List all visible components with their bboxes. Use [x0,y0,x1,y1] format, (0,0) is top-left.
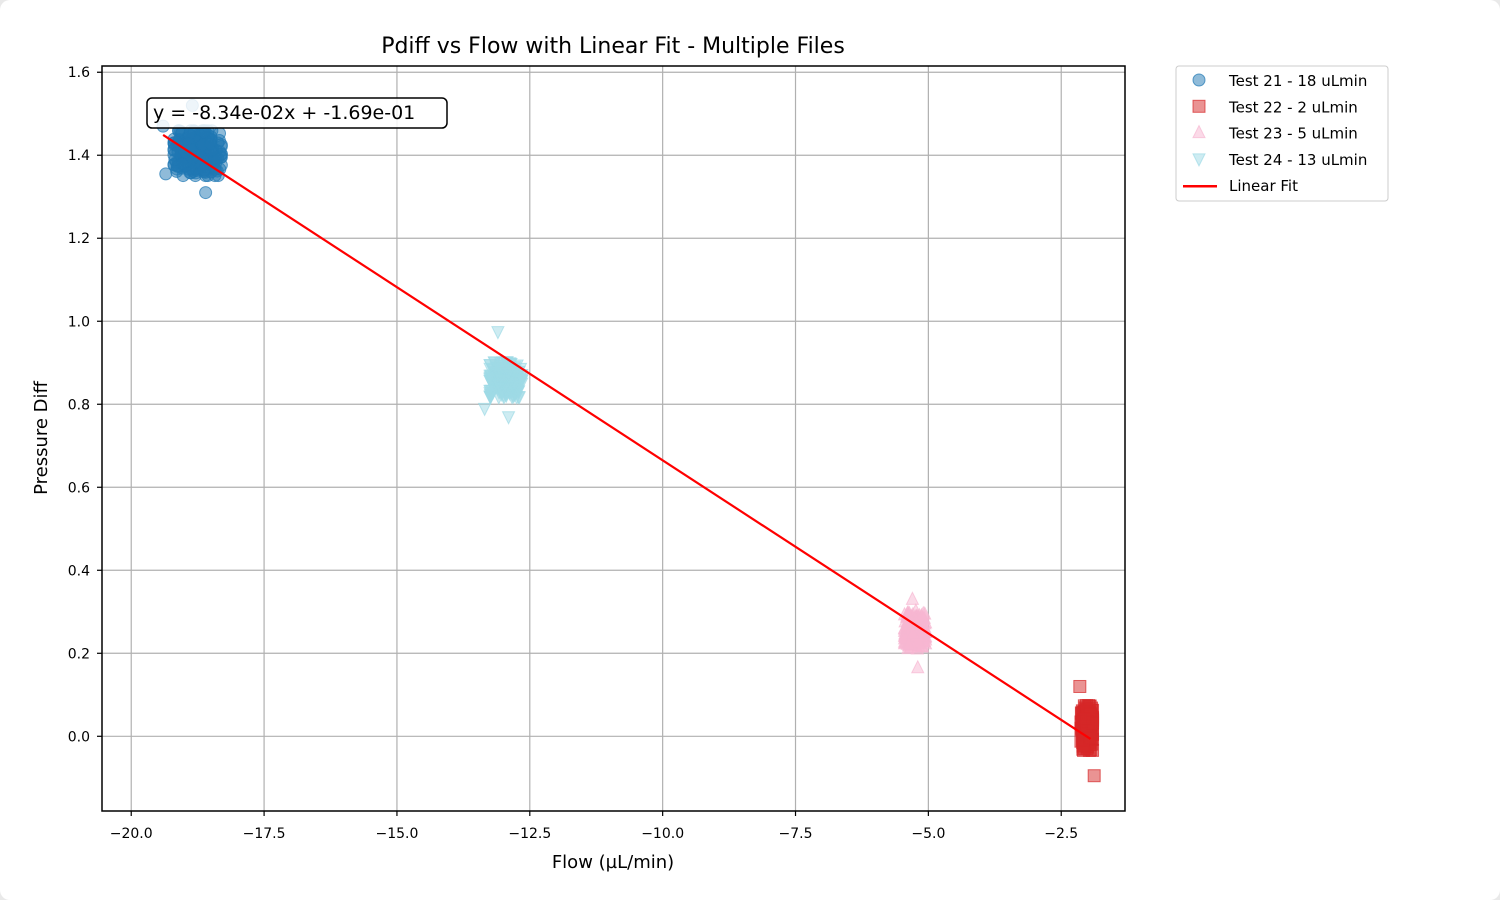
x-axis-label: Flow (µL/min) [552,852,674,873]
legend-label: Linear Fit [1229,177,1298,195]
legend-label: Test 24 - 13 uLmin [1228,151,1367,169]
data-point [905,591,920,605]
legend: Test 21 - 18 uLmin Test 22 - 2 uLmin Test … [1175,65,1389,202]
data-point [159,167,173,181]
x-tick-label: −5.0 [911,826,945,842]
data-point [214,139,228,153]
x-tick-label: −15.0 [375,826,418,842]
series-circle [156,98,228,200]
fit-line [162,133,1092,740]
data-point [197,163,211,177]
legend-marker-swatch [1192,73,1206,87]
data-point [491,326,505,340]
legend-item: Test 21 - 18 uLmin [1192,72,1367,90]
legend-item: Test 23 - 5 uLmin [1192,124,1358,143]
data-point [910,659,925,674]
legend-frame [1175,65,1389,202]
y-tick-label: 0.8 [68,397,90,413]
data-point [175,157,189,171]
data-point [1078,712,1092,726]
data-point [204,137,218,151]
legend-marker-swatch [1192,153,1206,168]
data-point [483,359,497,373]
data-point [501,411,516,425]
legend-item: Linear Fit [1183,177,1298,195]
x-tick-label: −2.5 [1044,826,1078,842]
data-points [156,98,1101,783]
y-tick-label: 1.6 [68,65,90,81]
legend-item: Test 24 - 13 uLmin [1192,151,1367,169]
y-tick-label: 0.6 [68,480,90,496]
x-tick-label: −17.5 [243,826,286,842]
x-tick-label: −12.5 [508,826,551,842]
y-tick-label: 1.2 [68,231,90,247]
grid [102,66,1125,811]
x-tick-label: −10.0 [641,826,684,842]
data-point [477,402,492,417]
data-point [906,624,920,639]
data-point [496,366,511,381]
axis-ticks: −20.0 −17.5 −15.0 −12.5 −10.0 −7.5 −5.0 −2.5 0.0… [68,65,1078,842]
y-axis-label: Pressure Diff [31,380,52,494]
data-point [199,186,213,200]
y-tick-label: 0.4 [68,563,90,579]
fit-equation-label: y = -8.34e-02x + -1.69e-01 [153,102,415,124]
series-square [1073,679,1101,783]
legend-label: Test 23 - 5 uLmin [1228,125,1358,143]
data-point [916,605,931,620]
legend-item: Test 22 - 2 uLmin [1192,98,1358,116]
data-point [483,384,498,399]
data-point [510,373,525,387]
plot-frame [101,65,1126,812]
series-triangle-up [897,591,933,674]
chart-title: Pdiff vs Flow with Linear Fit - Multiple… [381,34,845,59]
x-tick-label: −7.5 [779,826,813,842]
legend-label: Test 22 - 2 uLmin [1228,98,1358,116]
data-point [911,633,925,648]
series-triangle-down [477,326,529,425]
y-tick-label: 1.0 [68,314,90,330]
x-tick-label: −20.0 [110,826,153,842]
fit-line-layer [162,133,1092,740]
legend-label: Test 21 - 18 uLmin [1228,72,1367,90]
legend-marker-swatch [1192,124,1206,139]
data-point [498,382,513,396]
fit-equation-box: y = -8.34e-02x + -1.69e-01 [146,97,448,129]
legend-marker-swatch [1192,99,1206,113]
y-tick-label: 0.2 [68,646,90,662]
data-point [1073,679,1087,693]
data-point [1087,769,1101,783]
y-tick-label: 0.0 [68,729,90,745]
y-tick-label: 1.4 [68,148,90,164]
data-point [901,637,916,651]
